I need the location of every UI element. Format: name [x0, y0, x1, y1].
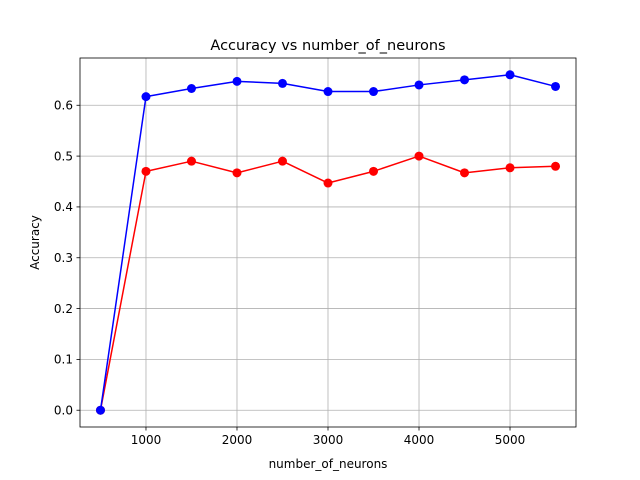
- series-1-point: [323, 87, 333, 97]
- series-0-point: [277, 156, 287, 166]
- chart-title: Accuracy vs number_of_neurons: [210, 38, 445, 54]
- series-0-point: [414, 151, 424, 161]
- series-0-point: [323, 178, 333, 188]
- series-0-point: [186, 156, 196, 166]
- x-tick-label: 2000: [222, 433, 253, 447]
- series-0-point: [551, 161, 561, 171]
- series-1-point: [141, 92, 151, 102]
- series-1-point: [414, 80, 424, 90]
- x-tick-label: 4000: [404, 433, 435, 447]
- series-1-point: [232, 76, 242, 86]
- data-series: [95, 70, 561, 415]
- series-0-point: [232, 168, 242, 178]
- series-0-point: [369, 166, 379, 176]
- x-tick-label: 3000: [313, 433, 344, 447]
- axis-ticks: 1000 2000 3000 4000 5000 0.0 0.1 0.2 0.3 0.4 0.5 0.…: [54, 99, 525, 447]
- series-1-point: [505, 70, 515, 80]
- series-1-point: [277, 78, 287, 88]
- x-axis-label: number_of_neurons: [269, 457, 388, 471]
- y-axis-label: Accuracy: [28, 215, 42, 270]
- series-1-point: [95, 405, 105, 415]
- series-1-point: [551, 81, 561, 91]
- y-tick-label: 0.2: [54, 302, 73, 316]
- series-0-point: [460, 168, 470, 178]
- y-tick-label: 0.4: [54, 200, 73, 214]
- series-0-point: [505, 163, 515, 173]
- series-1-point: [369, 87, 379, 97]
- series-1-point: [460, 75, 470, 85]
- y-tick-label: 0.1: [54, 353, 73, 367]
- x-tick-label: 5000: [495, 433, 526, 447]
- y-tick-label: 0.6: [54, 99, 73, 113]
- y-tick-label: 0.5: [54, 149, 73, 163]
- y-tick-label: 0.0: [54, 404, 73, 418]
- grid-lines: [80, 58, 576, 427]
- x-tick-label: 1000: [131, 433, 162, 447]
- y-tick-label: 0.3: [54, 251, 73, 265]
- series-1-point: [186, 83, 196, 93]
- series-0-point: [141, 166, 151, 176]
